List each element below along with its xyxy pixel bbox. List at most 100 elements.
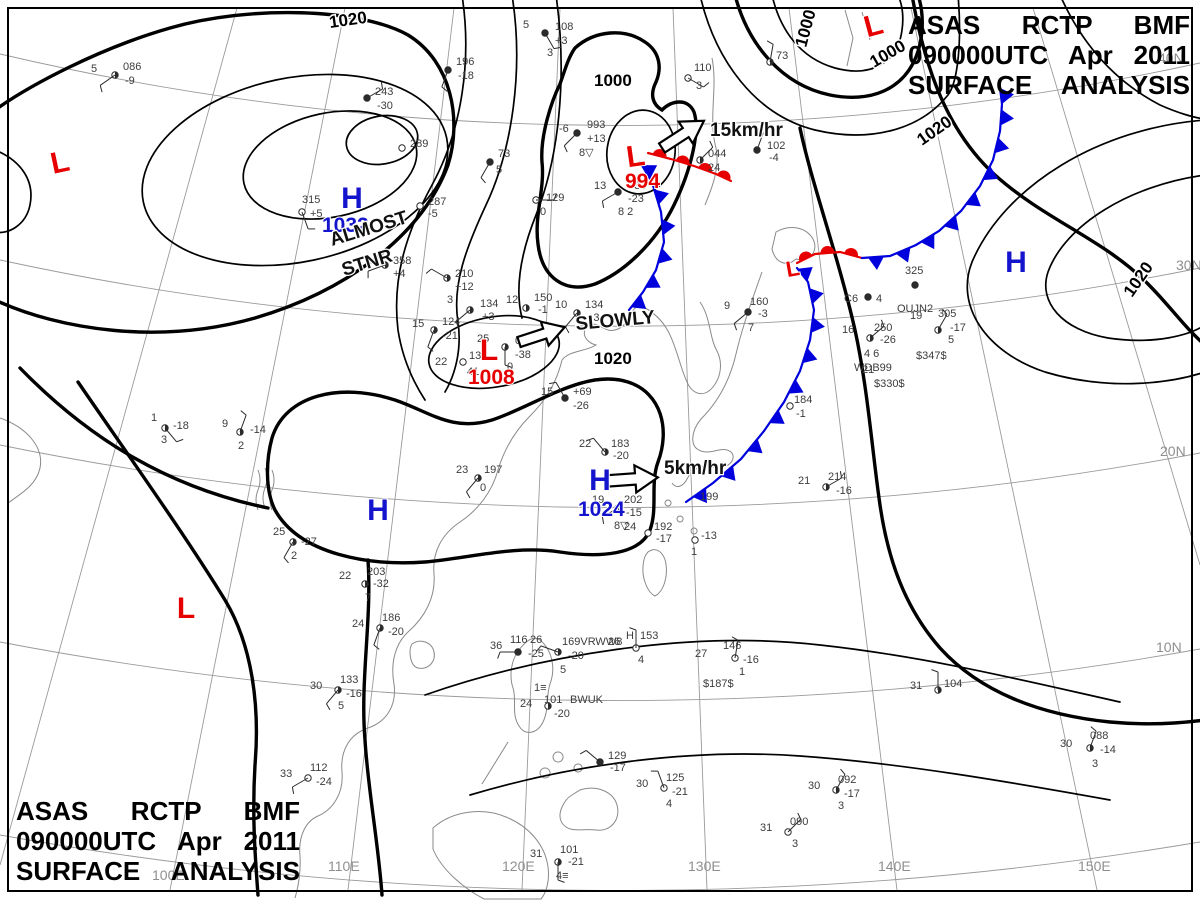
station-plot: 199 — [700, 491, 718, 503]
station-value: +3 — [555, 35, 568, 47]
wind-barb — [602, 191, 619, 202]
wind-barb — [431, 268, 448, 279]
wind-barb-tick — [709, 140, 714, 148]
coastline — [642, 549, 667, 597]
station-value: 24 — [708, 162, 720, 174]
wind-barb — [593, 437, 606, 453]
station-value: 16 — [842, 324, 854, 336]
wind-barb-tick — [766, 40, 774, 45]
station-value: 8▽ — [579, 147, 594, 159]
station-value: BWUK — [570, 694, 604, 706]
station-value: 146 — [723, 640, 741, 652]
station-value: 4 6 — [864, 348, 879, 360]
station-value: WDB99 — [854, 362, 892, 374]
pressure-center-L: L — [48, 145, 73, 181]
wind-barb — [301, 211, 309, 230]
station-value: 033 — [628, 180, 646, 192]
isobar — [424, 639, 1121, 703]
station-value: 31 — [530, 848, 542, 860]
wind-barb — [283, 541, 294, 558]
5kmhr-arrow — [604, 463, 661, 495]
station-value: 2 — [291, 550, 297, 562]
wind-barb-tick — [880, 319, 885, 327]
station-value: 25 — [477, 333, 489, 345]
station-half-fill — [770, 58, 774, 66]
station-value: 22 — [435, 356, 447, 368]
isobar-1020 — [0, 10, 456, 334]
station-value: 3 — [792, 838, 798, 850]
wind-barb — [480, 161, 491, 178]
wind-barb — [1089, 730, 1097, 749]
station-value: 0 — [480, 482, 486, 494]
station-value: 101 — [544, 694, 562, 706]
station-value: 101 — [560, 844, 578, 856]
motion-annotation: 15km/hr — [710, 120, 783, 141]
wind-barb-tick — [629, 627, 637, 631]
station-plot: 31 090 3 — [760, 812, 808, 850]
wind-barb-tick — [931, 669, 939, 673]
station-value: 1≡ — [534, 682, 547, 694]
cold-front-triangle — [965, 192, 981, 207]
station-value: 9 — [222, 418, 228, 430]
station-value: -1 — [538, 304, 548, 316]
station-value: 31 — [760, 822, 772, 834]
station-plot: 243-30 — [363, 82, 393, 112]
wind-barb — [427, 329, 435, 348]
station-value: 124 — [442, 316, 460, 328]
wind-barb-tick — [563, 145, 568, 153]
isobar — [242, 110, 418, 220]
station-circle — [644, 529, 652, 537]
cold-front-triangle — [661, 219, 676, 235]
station-value: 31 — [910, 680, 922, 692]
cold-front-triangle — [692, 487, 707, 504]
station-value: OUJN2 — [897, 303, 933, 315]
wind-barb — [733, 311, 749, 324]
pressure-value: 1032 — [322, 214, 369, 237]
wind-barb — [292, 777, 309, 788]
coastline — [671, 271, 763, 487]
motion-annotation: 5km/hr — [664, 458, 727, 479]
title-line-3: SURFACE ANALYSIS — [908, 70, 1190, 100]
station-half-fill — [505, 343, 509, 351]
station-value: C6 — [844, 293, 858, 305]
station-plot: 325 OUJN2 — [897, 265, 933, 315]
station-circle — [691, 536, 699, 544]
cold-front-triangle — [944, 215, 959, 231]
wind-barb — [699, 146, 714, 161]
station-plot: 183-20 22 — [579, 437, 629, 462]
station-circle — [864, 293, 872, 301]
station-value: 110 — [694, 62, 712, 74]
station-value: 22 — [579, 438, 591, 450]
station-value: $330$ — [874, 378, 905, 390]
station-circle — [786, 402, 794, 410]
isobar — [700, 0, 961, 136]
station-value: -14 — [250, 424, 266, 436]
wind-barb — [756, 132, 764, 151]
pressure-value: 1024 — [578, 498, 625, 521]
wind-barb-tick — [465, 491, 471, 499]
station-value: 12 — [506, 294, 518, 306]
title-block-bottom-left: ASAS RCTP BMF 090000UTC Apr 2011 SURFACE… — [16, 796, 300, 886]
station-half-fill — [700, 156, 704, 164]
station-value: 129 — [608, 750, 626, 762]
station-value: 15 — [541, 386, 553, 398]
cold-front-994 — [627, 160, 676, 312]
wind-barb — [367, 264, 386, 272]
latitude-label: 30N — [1176, 257, 1200, 273]
station-plot: 12 150-1 — [506, 292, 552, 316]
station-plot: 033-23 13 8 2 — [594, 180, 646, 218]
station-half-fill — [618, 504, 622, 512]
station-value: 10 — [555, 299, 567, 311]
wind-barb-tick — [553, 46, 561, 50]
station-value: 134 — [480, 298, 498, 310]
pressure-value: 1008 — [468, 366, 515, 389]
15kmhr-arrow — [657, 119, 706, 155]
station-value: 1 — [151, 412, 157, 424]
station-value: -38 — [515, 349, 531, 361]
station-value: 214 — [828, 471, 846, 483]
station-plot: C6 4 — [844, 293, 882, 305]
isobar-1000 — [734, 0, 924, 99]
station-plot: 30 125 -214 — [636, 770, 688, 810]
warm-front-semicircle — [844, 248, 858, 257]
station-value: 13 — [594, 180, 606, 192]
